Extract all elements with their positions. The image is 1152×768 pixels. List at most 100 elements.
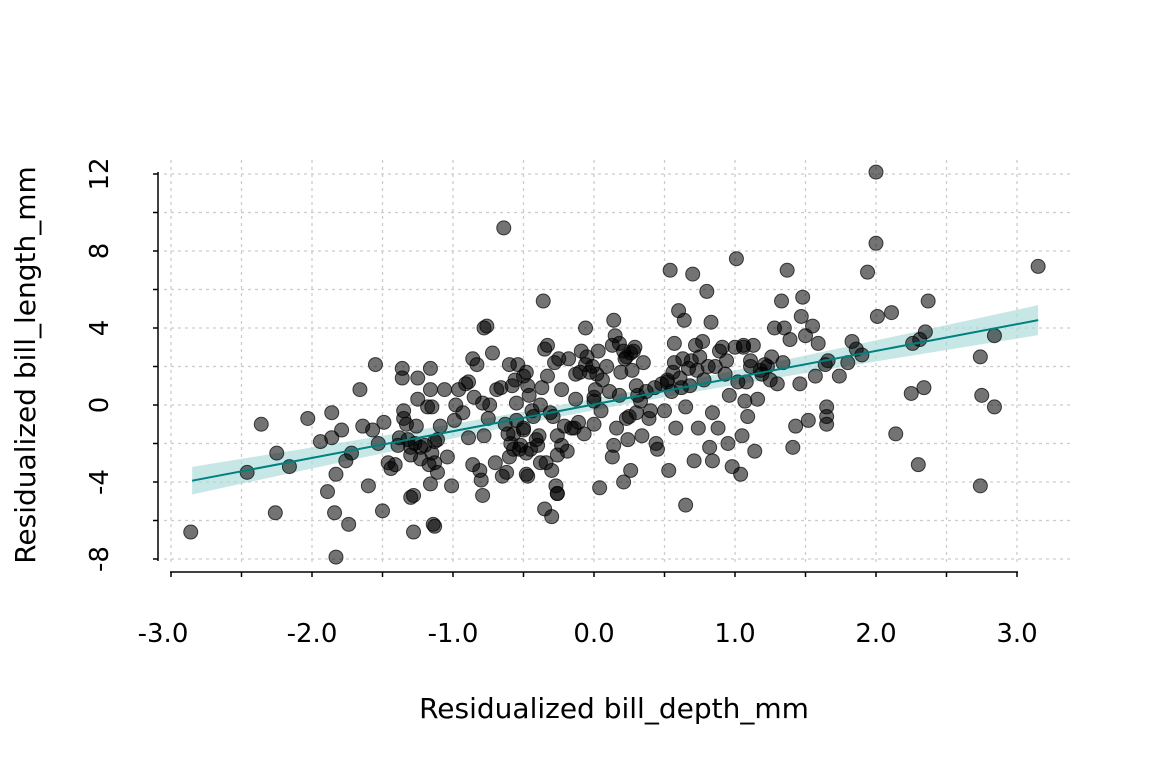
y-tick-label: -8	[85, 546, 115, 572]
data-point	[704, 453, 720, 469]
data-point	[737, 393, 753, 409]
data-point	[807, 368, 823, 384]
data-point	[429, 464, 445, 480]
data-point	[620, 432, 636, 448]
data-point	[593, 403, 609, 419]
data-point	[986, 399, 1002, 415]
data-point	[324, 430, 340, 446]
data-point	[327, 505, 343, 521]
x-tick-label: 3.0	[996, 619, 1037, 649]
data-point	[518, 364, 534, 380]
data-point	[444, 478, 460, 494]
data-point	[437, 382, 453, 398]
data-point	[810, 335, 826, 351]
data-point	[676, 312, 692, 328]
data-point	[473, 472, 489, 488]
data-point	[661, 462, 677, 478]
data-point	[516, 420, 531, 436]
data-point	[606, 312, 622, 328]
data-point	[782, 332, 798, 348]
data-point	[750, 391, 766, 407]
data-point	[352, 382, 368, 398]
data-point	[714, 339, 730, 355]
y-tick-label: 0	[85, 397, 115, 414]
data-point	[544, 462, 560, 478]
data-point	[520, 468, 536, 484]
data-point	[531, 428, 547, 444]
data-point	[341, 516, 357, 532]
data-point	[805, 318, 821, 334]
grid	[164, 160, 1072, 564]
y-tick-label: 8	[85, 243, 115, 260]
data-point	[704, 405, 720, 421]
data-point	[375, 503, 390, 519]
data-point	[642, 403, 658, 419]
data-point	[239, 464, 255, 480]
data-point	[774, 293, 790, 309]
data-point	[657, 403, 672, 419]
data-point	[479, 318, 495, 334]
data-point	[554, 382, 570, 398]
data-point	[559, 443, 575, 459]
data-point	[469, 357, 485, 373]
data-point	[721, 387, 737, 403]
data-point	[487, 455, 503, 471]
data-point	[910, 457, 926, 473]
data-point	[623, 462, 639, 478]
fit-line-group	[191, 319, 1039, 482]
y-tick-label: 4	[85, 320, 115, 337]
regression-line	[191, 319, 1039, 482]
data-point	[422, 476, 438, 492]
data-point	[819, 416, 835, 432]
data-point	[692, 349, 708, 365]
data-point	[740, 409, 756, 425]
x-axis-title: Residualized bill_depth_mm	[419, 692, 809, 725]
data-point	[678, 399, 694, 415]
data-point	[594, 372, 610, 388]
data-point	[461, 374, 477, 390]
data-point	[662, 262, 678, 278]
x-tick-label: -1.0	[428, 619, 479, 649]
data-point	[410, 391, 426, 407]
data-point	[635, 355, 651, 371]
data-point	[624, 362, 640, 378]
data-point	[616, 474, 632, 490]
data-point	[439, 449, 455, 465]
data-point	[868, 235, 884, 251]
data-point	[521, 387, 537, 403]
data-point	[360, 478, 376, 494]
data-point	[634, 428, 650, 444]
data-point	[267, 505, 283, 521]
data-point	[869, 308, 885, 324]
data-point	[461, 430, 477, 446]
data-point	[795, 289, 811, 305]
data-point	[590, 343, 606, 359]
data-point	[328, 549, 344, 565]
data-point	[831, 368, 847, 384]
data-point	[578, 320, 594, 336]
data-point	[532, 397, 548, 413]
data-point	[406, 524, 422, 540]
data-point	[476, 428, 492, 444]
axes: -8 -4 0 4 8 12 -3.0 -2.0 -1.0 0.0 1.0 2.0 3.0	[85, 157, 1038, 649]
data-point	[695, 333, 711, 349]
data-point	[496, 220, 512, 236]
data-point	[703, 314, 719, 330]
data-point	[974, 387, 990, 403]
data-point	[666, 335, 682, 351]
data-point	[785, 439, 801, 455]
data-point	[561, 351, 577, 367]
data-point	[406, 487, 422, 503]
data-point	[535, 293, 551, 309]
data-point	[539, 337, 555, 353]
x-tick-label: 1.0	[714, 619, 755, 649]
data-point	[710, 420, 726, 436]
data-point	[719, 353, 735, 369]
data-point	[779, 262, 795, 278]
data-point	[343, 445, 359, 461]
data-point	[592, 480, 608, 496]
data-point	[769, 376, 785, 392]
data-point	[422, 382, 438, 398]
data-point	[972, 349, 988, 365]
data-point	[743, 353, 759, 369]
